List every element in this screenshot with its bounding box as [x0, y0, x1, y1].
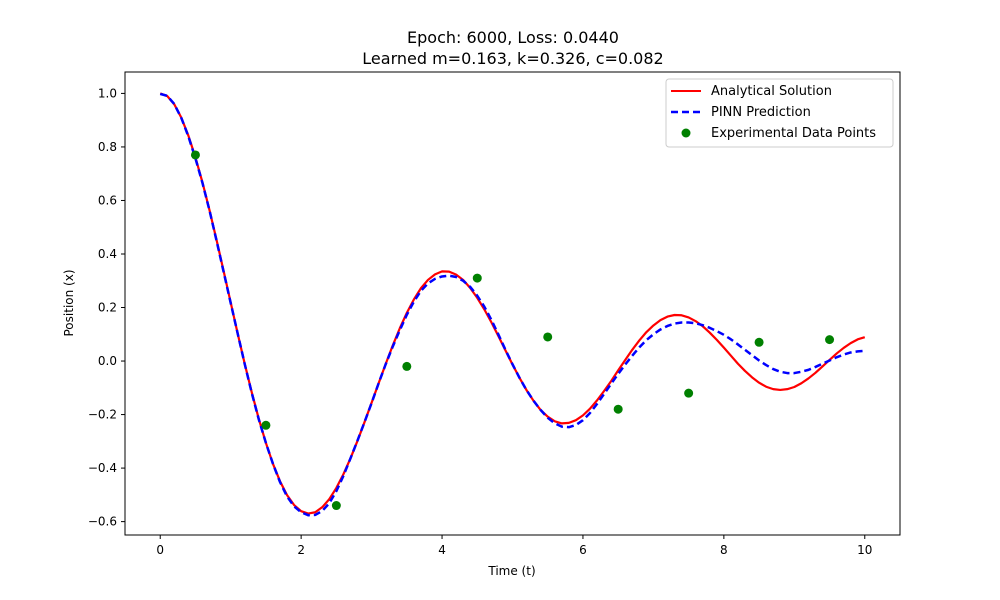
data-point: [613, 404, 623, 414]
x-tick-label: 2: [297, 543, 305, 557]
y-tick-label: 0.6: [98, 193, 117, 207]
legend-swatch-data-points: [681, 128, 691, 138]
x-tick-label: 8: [720, 543, 728, 557]
x-axis: 0 2 4 6 8 10: [156, 535, 872, 557]
pinn-prediction-line: [159, 92, 865, 517]
analytical-solution-line: [159, 92, 866, 515]
y-tick-label: −0.4: [88, 461, 117, 475]
data-point: [402, 361, 412, 371]
x-tick-label: 10: [857, 543, 872, 557]
y-axis: −0.6 −0.4 −0.2 0.0 0.2 0.4 0.6 0.8 1.0: [88, 86, 125, 529]
chart-title: Epoch: 6000, Loss: 0.0440: [407, 28, 619, 47]
x-axis-label: Time (t): [487, 564, 535, 578]
data-point: [684, 388, 694, 398]
legend: Analytical Solution PINN Prediction Expe…: [665, 78, 894, 148]
x-tick-label: 6: [579, 543, 587, 557]
data-point: [261, 420, 271, 430]
y-tick-label: −0.6: [88, 515, 117, 529]
x-tick-label: 0: [156, 543, 164, 557]
y-tick-label: 1.0: [98, 86, 117, 100]
plot-frame: [124, 71, 901, 536]
y-tick-label: 0.4: [98, 247, 117, 261]
data-point: [190, 150, 200, 160]
data-point: [825, 335, 835, 345]
legend-label-data-points: Experimental Data Points: [711, 126, 876, 141]
legend-label-analytical: Analytical Solution: [711, 84, 832, 99]
legend-label-pinn: PINN Prediction: [711, 105, 811, 120]
y-tick-label: 0.8: [98, 140, 117, 154]
x-tick-label: 4: [438, 543, 446, 557]
y-tick-label: 0.0: [98, 354, 117, 368]
data-point: [754, 337, 764, 347]
y-axis-label: Position (x): [62, 269, 76, 336]
plot-area: [159, 92, 866, 517]
data-point: [543, 332, 553, 342]
chart-subtitle: Learned m=0.163, k=0.326, c=0.082: [362, 49, 663, 68]
legend-box: [665, 78, 894, 148]
y-tick-label: −0.2: [88, 408, 117, 422]
y-tick-label: 0.2: [98, 301, 117, 315]
data-point: [472, 273, 482, 283]
data-point: [331, 501, 341, 511]
